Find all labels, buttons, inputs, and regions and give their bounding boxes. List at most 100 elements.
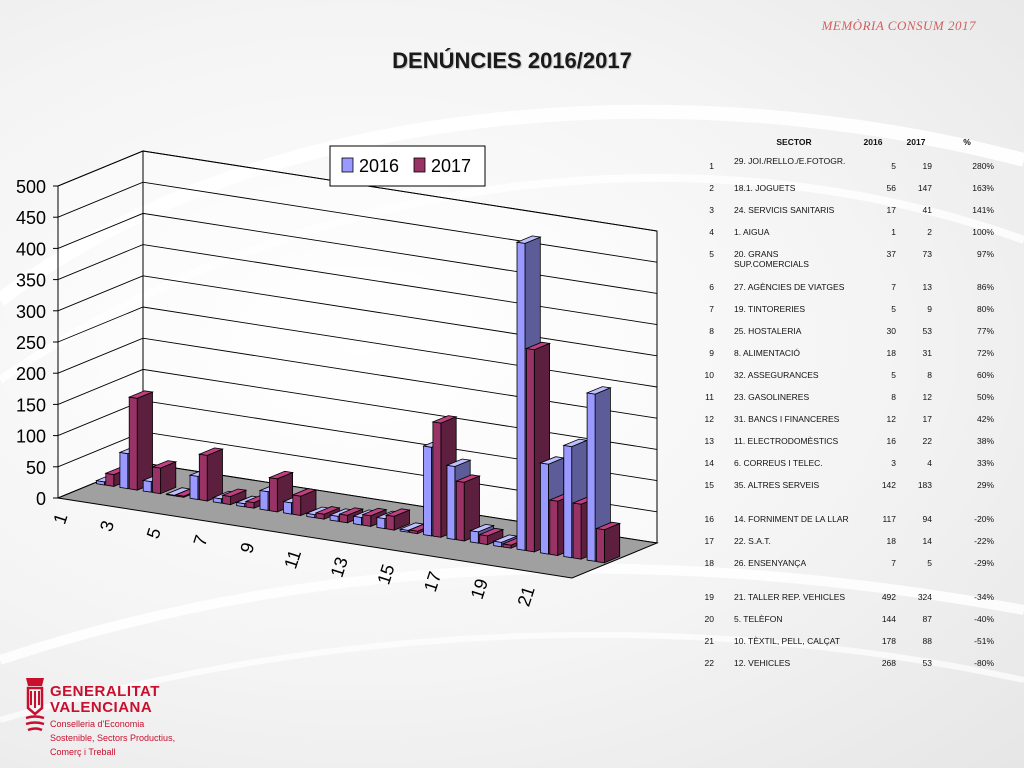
y-tick-label: 150 xyxy=(16,395,46,415)
row-percent: 86% xyxy=(976,282,994,292)
row-percent: -20% xyxy=(974,514,994,524)
row-number: 10 xyxy=(704,370,714,380)
row-number: 9 xyxy=(709,348,714,358)
row-number: 14 xyxy=(704,458,714,468)
row-2017: 88 xyxy=(922,636,932,646)
row-2016: 7 xyxy=(891,558,896,568)
x-tick-label: 3 xyxy=(96,518,118,534)
row-sector: 35. ALTRES SERVEIS xyxy=(734,480,820,490)
header-percent: % xyxy=(963,137,971,147)
row-2016: 144 xyxy=(881,614,896,624)
bar-2017-3 xyxy=(151,460,178,495)
row-sector: 32. ASSEGURANCES xyxy=(734,370,819,380)
row-percent: 97% xyxy=(976,249,994,259)
row-percent: -51% xyxy=(974,636,994,646)
row-percent: -22% xyxy=(974,536,994,546)
row-number: 17 xyxy=(704,536,714,546)
gridline xyxy=(57,337,658,419)
row-2017: 5 xyxy=(927,558,932,568)
x-tick-label: 1 xyxy=(49,511,71,527)
row-percent: 280% xyxy=(972,161,994,171)
y-tick-label: 400 xyxy=(16,239,46,259)
x-tick-label: 5 xyxy=(143,525,165,541)
row-2016: 5 xyxy=(891,304,896,314)
row-2016: 17 xyxy=(886,205,896,215)
y-tick-label: 200 xyxy=(16,364,46,384)
legend-swatch xyxy=(341,157,354,173)
row-sector: 1. AIGUA xyxy=(734,227,770,237)
row-sector: 26. ENSENYANÇA xyxy=(734,558,807,568)
row-sector: 21. TALLER REP. VEHICLES xyxy=(734,592,846,602)
row-2017: 183 xyxy=(917,480,932,490)
row-2017: 19 xyxy=(922,161,932,171)
row-2017: 53 xyxy=(922,326,932,336)
row-sector: 11. ELECTRODOMÈSTICS xyxy=(734,436,839,446)
row-2017: 4 xyxy=(927,458,932,468)
row-sector: 20. GRANS SUP.COMERCIALS xyxy=(734,249,809,269)
row-2017: 41 xyxy=(922,205,932,215)
header-sector: SECTOR xyxy=(776,137,812,147)
row-2017: 17 xyxy=(922,414,932,424)
row-number: 22 xyxy=(704,658,714,668)
row-number: 4 xyxy=(709,227,714,237)
x-tick-label: 21 xyxy=(514,584,539,609)
chart-legend: 2016 2017 xyxy=(329,145,486,187)
row-sector: 10. TÈXTIL, PELL, CALÇAT xyxy=(734,636,840,646)
row-number: 19 xyxy=(704,592,714,602)
gridline xyxy=(57,212,658,294)
y-tick-label: 250 xyxy=(16,333,46,353)
bar-2017-10 xyxy=(314,506,341,520)
row-number: 21 xyxy=(704,636,714,646)
row-2017: 8 xyxy=(927,370,932,380)
bar-2017-9 xyxy=(291,488,318,517)
row-number: 6 xyxy=(709,282,714,292)
row-sector: 23. GASOLINERES xyxy=(734,392,810,402)
row-percent: 60% xyxy=(976,370,994,380)
x-tick-label: 9 xyxy=(236,540,258,556)
row-percent: 50% xyxy=(976,392,994,402)
row-2016: 142 xyxy=(881,480,896,490)
logo-sub-line3: Comerç i Treball xyxy=(50,747,116,757)
row-sector: 22. S.A.T. xyxy=(734,536,771,546)
row-number: 13 xyxy=(704,436,714,446)
logo-name-line1: GENERALITAT xyxy=(50,683,160,700)
row-number: 3 xyxy=(709,205,714,215)
row-2017: 9 xyxy=(927,304,932,314)
row-percent: 38% xyxy=(976,436,994,446)
row-2016: 5 xyxy=(891,161,896,171)
row-2017: 87 xyxy=(922,614,932,624)
row-2016: 18 xyxy=(886,348,896,358)
row-2017: 147 xyxy=(917,183,932,193)
row-2016: 1 xyxy=(891,227,896,237)
y-tick-label: 0 xyxy=(36,489,46,509)
row-sector: 8. ALIMENTACIÓ xyxy=(734,348,800,358)
bar-2017-2 xyxy=(127,390,154,491)
logo-sub-line2: Sostenible, Sectors Productius, xyxy=(50,733,176,743)
legend-label: 2016 xyxy=(359,156,399,176)
x-tick-label: 19 xyxy=(467,576,492,601)
y-tick-label: 500 xyxy=(16,177,46,197)
row-2016: 30 xyxy=(886,326,896,336)
y-tick-label: 300 xyxy=(16,302,46,322)
row-2017: 14 xyxy=(922,536,932,546)
x-tick-label: 17 xyxy=(420,569,445,594)
logo-sub-line1: Conselleria d'Economia xyxy=(50,719,145,729)
gridline xyxy=(57,181,658,263)
row-2016: 12 xyxy=(886,414,896,424)
row-sector: 29. JOI./RELLO./E.FOTOGR. xyxy=(734,156,846,166)
page-title: DENÚNCIES 2016/2017 xyxy=(392,48,632,73)
row-sector: 18.1. JOGUETS xyxy=(734,183,796,193)
row-2016: 16 xyxy=(886,436,896,446)
row-2017: 324 xyxy=(917,592,932,602)
bar-2017-5 xyxy=(197,447,224,502)
row-2016: 117 xyxy=(882,514,896,524)
row-percent: -29% xyxy=(974,558,994,568)
x-tick-label: 13 xyxy=(327,555,352,580)
legend-label: 2017 xyxy=(431,156,471,176)
row-2016: 492 xyxy=(881,592,896,602)
y-tick-label: 350 xyxy=(16,271,46,291)
row-sector: 19. TINTORERIES xyxy=(734,304,806,314)
row-percent: -40% xyxy=(974,614,994,624)
row-percent: 29% xyxy=(976,480,994,490)
